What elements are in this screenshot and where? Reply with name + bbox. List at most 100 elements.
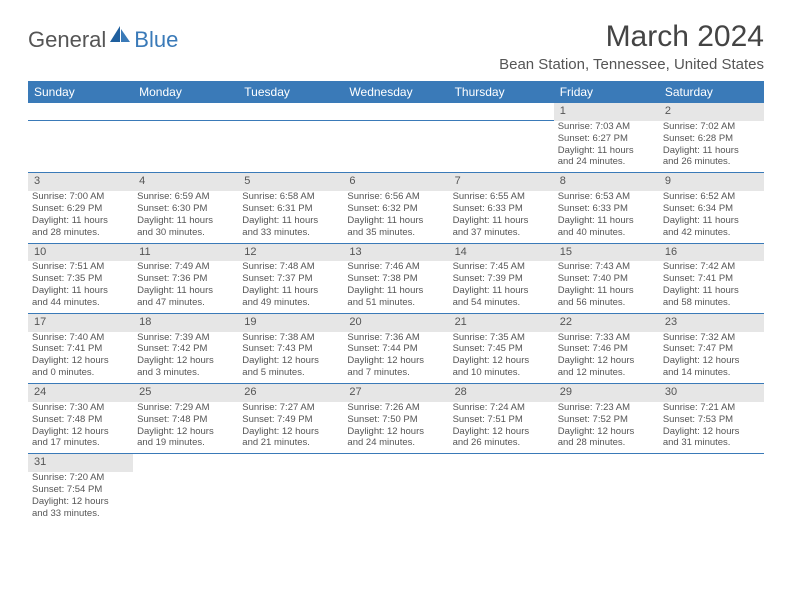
month-title: March 2024 — [499, 20, 764, 54]
day-detail-cell: Sunrise: 6:58 AMSunset: 6:31 PMDaylight:… — [238, 191, 343, 243]
day-number-cell: 20 — [343, 313, 448, 331]
day-header: Monday — [133, 81, 238, 103]
daylight-text-1: Daylight: 12 hours — [32, 496, 129, 508]
daylight-text-2: and 31 minutes. — [663, 437, 760, 449]
daylight-text-1: Daylight: 11 hours — [242, 215, 339, 227]
sunrise-text: Sunrise: 7:39 AM — [137, 332, 234, 344]
day-detail-row: Sunrise: 7:03 AMSunset: 6:27 PMDaylight:… — [28, 121, 764, 173]
day-number-cell — [133, 454, 238, 472]
daylight-text-2: and 14 minutes. — [663, 367, 760, 379]
sunset-text: Sunset: 7:39 PM — [453, 273, 550, 285]
daylight-text-2: and 3 minutes. — [137, 367, 234, 379]
day-number-cell: 21 — [449, 313, 554, 331]
day-number-cell: 9 — [659, 173, 764, 191]
sunset-text: Sunset: 7:50 PM — [347, 414, 444, 426]
daylight-text-2: and 37 minutes. — [453, 227, 550, 239]
daylight-text-2: and 26 minutes. — [663, 156, 760, 168]
sunset-text: Sunset: 7:44 PM — [347, 343, 444, 355]
day-detail-cell: Sunrise: 7:32 AMSunset: 7:47 PMDaylight:… — [659, 332, 764, 384]
daylight-text-2: and 17 minutes. — [32, 437, 129, 449]
sunrise-text: Sunrise: 7:26 AM — [347, 402, 444, 414]
daylight-text-2: and 5 minutes. — [242, 367, 339, 379]
day-detail-cell: Sunrise: 7:00 AMSunset: 6:29 PMDaylight:… — [28, 191, 133, 243]
day-detail-cell — [28, 121, 133, 173]
sunrise-text: Sunrise: 7:02 AM — [663, 121, 760, 133]
daylight-text-1: Daylight: 12 hours — [453, 426, 550, 438]
daylight-text-2: and 7 minutes. — [347, 367, 444, 379]
day-number-cell: 10 — [28, 243, 133, 261]
sunset-text: Sunset: 6:28 PM — [663, 133, 760, 145]
day-detail-cell: Sunrise: 7:40 AMSunset: 7:41 PMDaylight:… — [28, 332, 133, 384]
daylight-text-1: Daylight: 12 hours — [663, 355, 760, 367]
daylight-text-1: Daylight: 11 hours — [663, 215, 760, 227]
sunset-text: Sunset: 6:34 PM — [663, 203, 760, 215]
sunrise-text: Sunrise: 7:40 AM — [32, 332, 129, 344]
day-number-cell — [554, 454, 659, 472]
daylight-text-2: and 56 minutes. — [558, 297, 655, 309]
day-number-cell: 14 — [449, 243, 554, 261]
day-number-cell: 6 — [343, 173, 448, 191]
day-number-row: 31 — [28, 454, 764, 472]
sunrise-text: Sunrise: 7:49 AM — [137, 261, 234, 273]
day-number-cell — [343, 103, 448, 121]
day-detail-cell: Sunrise: 7:46 AMSunset: 7:38 PMDaylight:… — [343, 261, 448, 313]
day-number-cell: 22 — [554, 313, 659, 331]
day-number-row: 17181920212223 — [28, 313, 764, 331]
day-number-cell — [449, 103, 554, 121]
day-detail-row: Sunrise: 7:00 AMSunset: 6:29 PM Daylight:… — [28, 191, 764, 243]
daylight-text-1: Daylight: 12 hours — [32, 355, 129, 367]
day-detail-cell: Sunrise: 7:43 AMSunset: 7:40 PMDaylight:… — [554, 261, 659, 313]
sunset-text: Sunset: 7:49 PM — [242, 414, 339, 426]
day-number-cell — [343, 454, 448, 472]
daylight-text-2: and 19 minutes. — [137, 437, 234, 449]
sunset-text: Sunset: 6:29 PM — [32, 203, 129, 215]
sunrise-text: Sunrise: 7:20 AM — [32, 472, 129, 484]
day-number-cell: 3 — [28, 173, 133, 191]
daylight-text-2: and 58 minutes. — [663, 297, 760, 309]
day-detail-cell: Sunrise: 7:45 AMSunset: 7:39 PMDaylight:… — [449, 261, 554, 313]
day-number-cell — [449, 454, 554, 472]
day-number-cell: 15 — [554, 243, 659, 261]
day-detail-cell: Sunrise: 7:21 AMSunset: 7:53 PMDaylight:… — [659, 402, 764, 454]
sunset-text: Sunset: 7:48 PM — [32, 414, 129, 426]
daylight-text-2: and 33 minutes. — [32, 508, 129, 520]
day-number-cell: 2 — [659, 103, 764, 121]
daylight-text-1: Daylight: 12 hours — [137, 426, 234, 438]
day-number-cell: 24 — [28, 384, 133, 402]
day-header: Friday — [554, 81, 659, 103]
sunrise-text: Sunrise: 7:24 AM — [453, 402, 550, 414]
day-detail-cell: Sunrise: 6:56 AMSunset: 6:32 PMDaylight:… — [343, 191, 448, 243]
day-detail-cell: Sunrise: 7:20 AMSunset: 7:54 PMDaylight:… — [28, 472, 133, 524]
sunset-text: Sunset: 7:42 PM — [137, 343, 234, 355]
sunrise-text: Sunrise: 7:29 AM — [137, 402, 234, 414]
day-detail-cell: Sunrise: 7:42 AMSunset: 7:41 PMDaylight:… — [659, 261, 764, 313]
day-detail-cell: Sunrise: 7:36 AMSunset: 7:44 PMDaylight:… — [343, 332, 448, 384]
daylight-text-1: Daylight: 12 hours — [242, 355, 339, 367]
day-detail-cell: Sunrise: 7:23 AMSunset: 7:52 PMDaylight:… — [554, 402, 659, 454]
day-detail-cell: Sunrise: 7:48 AMSunset: 7:37 PMDaylight:… — [238, 261, 343, 313]
daylight-text-1: Daylight: 11 hours — [32, 285, 129, 297]
daylight-text-2: and 24 minutes. — [347, 437, 444, 449]
day-detail-cell — [343, 121, 448, 173]
day-detail-cell: Sunrise: 7:38 AMSunset: 7:43 PMDaylight:… — [238, 332, 343, 384]
day-detail-row: Sunrise: 7:51 AMSunset: 7:35 PMDaylight:… — [28, 261, 764, 313]
sunset-text: Sunset: 6:30 PM — [137, 203, 234, 215]
day-number-cell: 13 — [343, 243, 448, 261]
day-header: Saturday — [659, 81, 764, 103]
day-header: Wednesday — [343, 81, 448, 103]
sunset-text: Sunset: 7:53 PM — [663, 414, 760, 426]
daylight-text-1: Daylight: 11 hours — [663, 285, 760, 297]
daylight-text-2: and 47 minutes. — [137, 297, 234, 309]
sunrise-text: Sunrise: 6:55 AM — [453, 191, 550, 203]
daylight-text-2: and 33 minutes. — [242, 227, 339, 239]
daylight-text-1: Daylight: 12 hours — [453, 355, 550, 367]
sunset-text: Sunset: 6:33 PM — [558, 203, 655, 215]
sunrise-text: Sunrise: 7:00 AM — [32, 191, 129, 203]
sunrise-text: Sunrise: 7:45 AM — [453, 261, 550, 273]
daylight-text-1: Daylight: 12 hours — [558, 355, 655, 367]
daylight-text-1: Daylight: 11 hours — [347, 285, 444, 297]
sunset-text: Sunset: 6:32 PM — [347, 203, 444, 215]
day-number-cell: 8 — [554, 173, 659, 191]
day-number-cell: 23 — [659, 313, 764, 331]
daylight-text-1: Daylight: 11 hours — [558, 145, 655, 157]
